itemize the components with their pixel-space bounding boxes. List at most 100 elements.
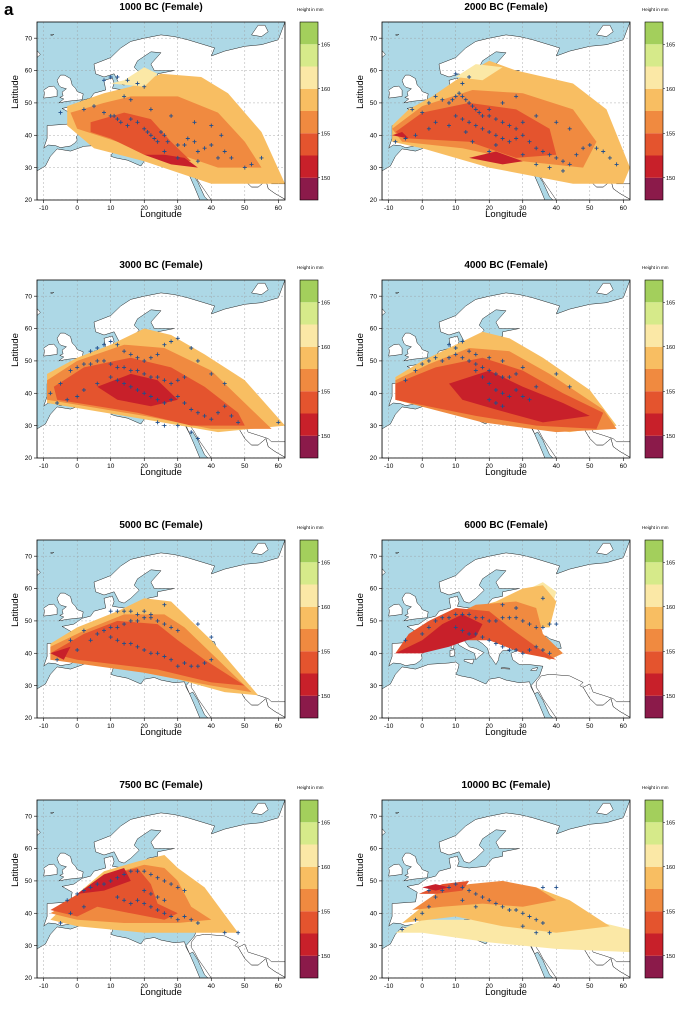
site-marker: [135, 368, 140, 373]
site-marker: [554, 885, 559, 890]
map-panel: 6000 BC (Female) -10 0 10 20 30 40 50 60 20 30 40 50…: [345, 520, 675, 775]
y-axis-title: Latitude: [10, 75, 21, 109]
site-marker: [115, 875, 120, 880]
site-marker: [128, 352, 133, 357]
site-marker: [115, 638, 120, 643]
map-panel: 7500 BC (Female) -10 0 10 20 30 40 50 60 20 30 40 50…: [0, 780, 330, 1035]
x-tick-label: 50: [586, 463, 594, 470]
site-marker: [209, 417, 214, 422]
site-marker: [175, 885, 180, 890]
site-marker: [500, 375, 505, 380]
map-panel: 4000 BC (Female) -10 0 10 20 30 40 50 60 20 30 40 50…: [345, 260, 675, 515]
legend-swatch: [645, 584, 663, 607]
site-marker: [242, 165, 247, 170]
site-marker: [480, 895, 485, 900]
site-marker: [192, 120, 197, 125]
site-marker: [574, 152, 579, 157]
x-tick-label: 20: [141, 205, 149, 212]
legend-tick-label: 1700: [666, 780, 675, 782]
landmass: [251, 542, 269, 555]
map-frame: [381, 279, 631, 459]
site-marker: [108, 113, 113, 118]
site-marker: [122, 381, 127, 386]
y-tick-label: 40: [370, 132, 378, 139]
site-marker: [162, 401, 167, 405]
landmass: [49, 552, 54, 554]
site-marker: [169, 381, 174, 386]
site-marker: [480, 126, 485, 131]
site-marker: [92, 104, 96, 109]
legend-swatch: [645, 911, 663, 934]
y-tick-label: 30: [370, 943, 378, 950]
x-axis-title: Longitude: [140, 727, 182, 738]
y-tick-label: 50: [370, 100, 378, 107]
site-marker: [473, 891, 478, 896]
site-marker: [460, 117, 465, 122]
site-marker: [433, 94, 438, 99]
landmass: [43, 863, 58, 877]
x-tick-label: 60: [275, 205, 283, 212]
site-marker: [209, 371, 214, 376]
site-marker: [135, 388, 140, 392]
legend-tick-label: 1500: [321, 176, 330, 182]
site-marker: [500, 358, 505, 363]
site-marker: [148, 133, 153, 138]
site-marker: [473, 123, 478, 128]
x-tick-label: 30: [174, 205, 182, 212]
site-marker: [236, 930, 241, 935]
site-marker: [115, 895, 120, 900]
height-zone: [110, 67, 158, 87]
legend-tick-label: 1700: [321, 2, 330, 4]
site-marker: [460, 94, 465, 99]
map-frame: [36, 799, 286, 979]
x-tick-label: 20: [486, 205, 494, 212]
site-marker: [185, 136, 190, 141]
site-marker: [81, 388, 86, 392]
legend-swatch: [645, 955, 663, 978]
site-marker: [500, 100, 505, 105]
site-marker: [453, 71, 458, 76]
site-marker: [128, 368, 133, 373]
site-marker: [142, 615, 147, 620]
legend-swatch: [300, 177, 318, 200]
landmass: [394, 552, 399, 554]
y-tick-label: 60: [25, 586, 33, 593]
site-marker: [487, 618, 492, 623]
site-marker: [202, 661, 207, 665]
y-tick-label: 40: [370, 910, 378, 917]
height-zone: [50, 620, 245, 686]
site-marker: [148, 612, 153, 617]
x-tick-label: 50: [586, 983, 594, 990]
site-marker: [467, 358, 472, 363]
site-marker: [155, 420, 160, 425]
height-zone: [392, 132, 409, 139]
y-tick-label: 50: [25, 878, 33, 885]
site-marker: [142, 84, 147, 89]
legend-tick-label: 1650: [321, 300, 330, 306]
site-marker: [527, 397, 532, 402]
legend-swatch: [300, 391, 318, 414]
site-marker: [169, 657, 174, 662]
site-marker: [145, 130, 150, 134]
legend-swatch: [645, 540, 663, 563]
site-marker: [155, 875, 160, 880]
site-marker: [534, 644, 539, 649]
site-marker: [122, 898, 127, 903]
landmass: [382, 50, 386, 58]
x-tick-label: 40: [208, 205, 216, 212]
site-marker: [400, 927, 405, 932]
site-marker: [175, 664, 180, 669]
panel-title: 3000 BC (Female): [119, 260, 203, 271]
site-marker: [493, 143, 498, 147]
legend-tick-label: 1650: [321, 560, 330, 566]
site-marker: [500, 904, 505, 909]
site-marker: [219, 133, 224, 138]
landmass: [37, 308, 41, 316]
site-marker: [440, 358, 445, 363]
x-tick-label: 50: [241, 723, 249, 730]
legend-title: Height in mm: [297, 785, 324, 790]
site-marker: [115, 342, 120, 347]
x-tick-label: 50: [241, 983, 249, 990]
legend-tick-label: 1550: [321, 909, 330, 915]
legend-tick-label: 1500: [666, 176, 675, 182]
